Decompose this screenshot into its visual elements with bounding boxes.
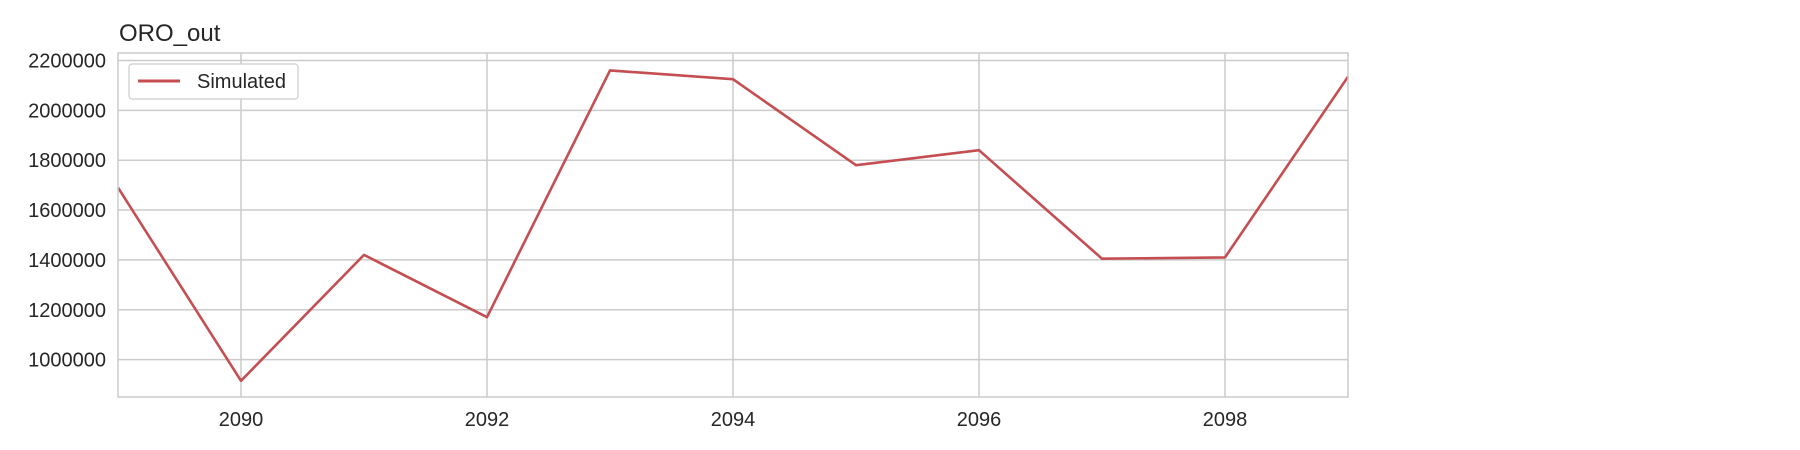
series-line-simulated — [116, 69, 1350, 383]
x-axis-ticks: 2090 2092 2094 2096 2098 — [219, 409, 1248, 431]
x-tick-label: 2096 — [957, 409, 1002, 431]
y-tick-label: 1800000 — [28, 150, 106, 172]
y-tick-label: 1400000 — [28, 250, 106, 272]
y-tick-label: 2000000 — [28, 100, 106, 122]
y-tick-label: 1000000 — [28, 350, 106, 372]
y-tick-label: 1200000 — [28, 300, 106, 322]
grid-lines — [118, 53, 1348, 397]
y-tick-label: 2200000 — [28, 50, 106, 72]
plot-frame — [117, 52, 1349, 398]
legend-box — [128, 63, 299, 100]
x-tick-label: 2090 — [219, 409, 264, 431]
series-layer — [116, 69, 1350, 383]
legend: Simulated — [128, 63, 299, 100]
x-tick-label: 2094 — [711, 409, 756, 431]
y-tick-label: 1600000 — [28, 200, 106, 222]
x-tick-label: 2092 — [465, 409, 510, 431]
x-tick-label: 2098 — [1203, 409, 1248, 431]
legend-label-simulated: Simulated — [197, 71, 286, 93]
chart-title: ORO_out — [119, 20, 221, 47]
y-axis-ticks: 1000000 1200000 1400000 1600000 1800000 20000… — [28, 50, 106, 371]
